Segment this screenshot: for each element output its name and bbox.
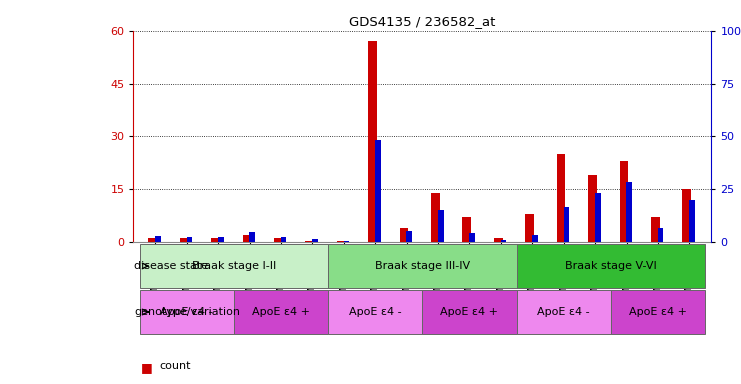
Text: genotype/variation: genotype/variation [134,307,240,317]
Text: ApoE ε4 -: ApoE ε4 - [537,307,590,317]
Bar [422,290,516,334]
Bar [462,217,471,242]
Bar [218,237,224,242]
Text: ApoE ε4 -: ApoE ε4 - [349,307,402,317]
Bar [211,238,220,242]
Text: ■: ■ [141,361,153,374]
Text: ApoE ε4 +: ApoE ε4 + [252,307,310,317]
Bar [438,210,444,242]
Text: Braak stage V-VI: Braak stage V-VI [565,261,657,271]
Bar [337,241,345,242]
Text: Braak stage I-II: Braak stage I-II [192,261,276,271]
Text: ApoE ε4 +: ApoE ε4 + [629,307,687,317]
Bar [516,290,611,334]
Bar [611,290,705,334]
Bar [469,233,475,242]
Bar [274,238,283,242]
Bar [626,182,632,242]
Bar [312,239,318,242]
Bar [501,240,506,242]
Bar [516,244,705,288]
Bar [375,140,381,242]
Bar [588,175,597,242]
Bar [187,237,192,242]
Bar [328,244,516,288]
Bar [658,228,663,242]
Bar [234,290,328,334]
Bar [344,241,349,242]
Bar [305,241,314,242]
Title: GDS4135 / 236582_at: GDS4135 / 236582_at [349,15,496,28]
Bar [595,193,601,242]
Text: disease state: disease state [134,261,208,271]
Bar [525,214,534,242]
Bar [155,236,161,242]
Bar [682,189,691,242]
Bar [407,231,412,242]
Bar [242,235,251,242]
Bar [564,207,569,242]
Bar [368,41,377,242]
Bar [651,217,659,242]
Bar [689,200,695,242]
Bar [281,237,287,242]
Bar [139,290,234,334]
Bar [399,228,408,242]
Bar [328,290,422,334]
Bar [180,238,188,242]
Bar [431,193,440,242]
Bar [556,154,565,242]
Bar [532,235,538,242]
Text: count: count [159,361,191,371]
Text: ApoE ε4 +: ApoE ε4 + [440,307,499,317]
Text: Braak stage III-IV: Braak stage III-IV [375,261,470,271]
Bar [148,238,157,242]
Bar [139,244,328,288]
Bar [619,161,628,242]
Bar [250,232,255,242]
Bar [494,238,502,242]
Text: ApoE ε4 -: ApoE ε4 - [161,307,213,317]
